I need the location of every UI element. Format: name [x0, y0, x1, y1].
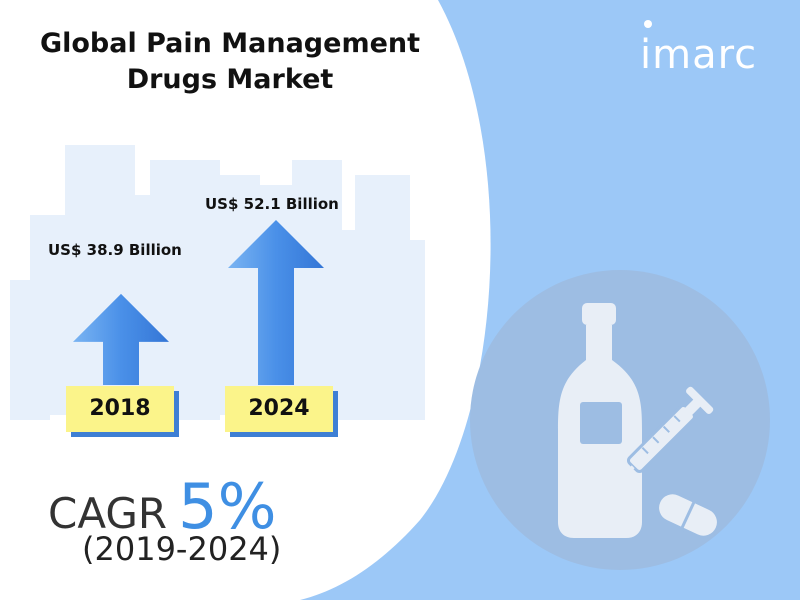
title-line-2: Drugs Market [126, 64, 334, 95]
pill-icon [656, 491, 720, 539]
value-label-2024: US$ 52.1 Billion [205, 195, 339, 213]
bar-arrow-2024 [228, 220, 324, 385]
page-title: Global Pain Management Drugs Market [0, 26, 460, 98]
cagr-period: (2019-2024) [82, 530, 282, 568]
value-label-2018: US$ 38.9 Billion [48, 241, 182, 259]
cagr-block: CAGR 5% [48, 470, 277, 543]
bar-arrow-2018 [73, 293, 169, 385]
year-box-2024: 2024 [225, 386, 333, 432]
chart [73, 220, 324, 385]
cagr-label: CAGR [48, 489, 168, 538]
bottle-icon [558, 303, 642, 538]
imarc-logo: imarc [640, 32, 758, 78]
cagr-value: 5% [178, 470, 277, 543]
syringe-icon [610, 386, 714, 490]
medicine-illustration [470, 270, 770, 570]
title-line-1: Global Pain Management [39, 28, 421, 59]
logo-dot-icon [644, 20, 652, 28]
year-box-2018: 2018 [66, 386, 174, 432]
